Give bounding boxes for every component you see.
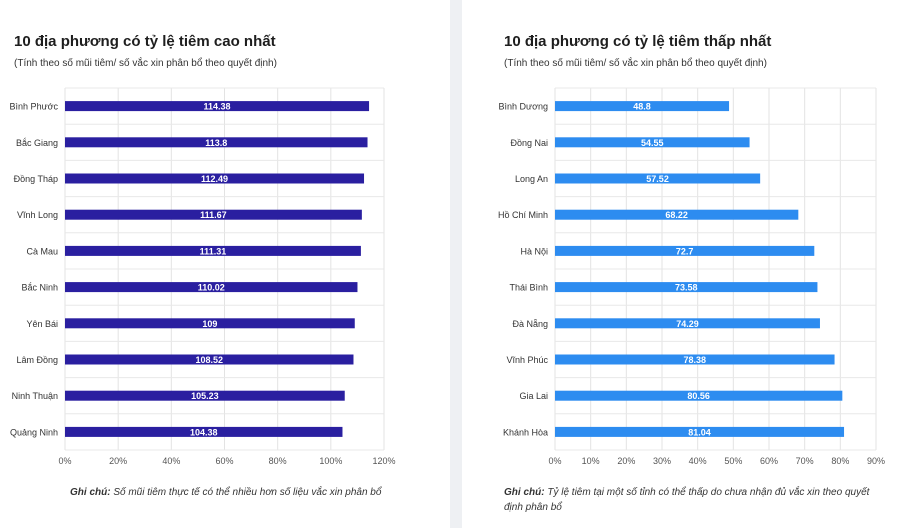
chart-title: 10 địa phương có tỷ lệ tiêm cao nhất	[14, 33, 276, 50]
bar-value-label: 57.52	[646, 174, 669, 184]
bar-value-label: 54.55	[641, 138, 664, 148]
bar-value-label: 73.58	[675, 283, 698, 293]
x-tick-label: 10%	[582, 456, 600, 466]
bar-value-label: 80.56	[687, 391, 710, 401]
category-label: Long An	[515, 174, 548, 184]
bar	[555, 209, 799, 220]
bar-chart-highest: 0% 20% 40% 60% 80% 100% 120% 114.38 Bình Phước 11…	[10, 87, 396, 466]
category-label: Hồ Chí Minh	[498, 210, 548, 220]
category-label: Ninh Thuận	[12, 391, 58, 401]
bar	[555, 245, 815, 256]
bar-value-label: 81.04	[688, 427, 711, 437]
bar-value-label: 68.22	[665, 210, 688, 220]
chart-note: Ghi chú: Số mũi tiêm thực tế có thể nhiề…	[70, 485, 440, 500]
note-text: Tỷ lệ tiêm tại một số tỉnh có thể thấp d…	[504, 487, 870, 513]
category-label: Bắc Ninh	[21, 283, 58, 293]
x-tick-label: 120%	[372, 456, 395, 466]
bar-value-label: 110.02	[198, 283, 225, 293]
x-tick-label: 0%	[548, 456, 561, 466]
chart-title: 10 địa phương có tỷ lệ tiêm thấp nhất	[504, 33, 772, 50]
bar-value-label: 105.23	[191, 391, 219, 401]
x-tick-label: 50%	[724, 456, 742, 466]
category-label: Bình Dương	[499, 102, 548, 112]
x-tick-label: 20%	[617, 456, 635, 466]
bar-value-label: 48.8	[633, 102, 651, 112]
x-tick-label: 60%	[760, 456, 778, 466]
bar-value-label: 114.38	[204, 102, 231, 112]
category-label: Yên Bái	[26, 319, 58, 329]
x-tick-label: 100%	[319, 456, 342, 466]
chart-note: Ghi chú: Tỷ lệ tiêm tại một số tỉnh có t…	[504, 485, 884, 515]
bar-value-label: 111.67	[200, 210, 227, 220]
bar	[65, 173, 365, 184]
bar-value-label: 109	[202, 319, 217, 329]
bar	[555, 137, 750, 148]
bar-value-label: 104.38	[190, 427, 218, 437]
bar-value-label: 108.52	[195, 355, 223, 365]
category-label: Gia Lai	[519, 391, 548, 401]
category-label: Đà Nẵng	[512, 319, 548, 329]
bar	[555, 390, 843, 401]
bar	[65, 318, 355, 329]
chart-subtitle: (Tính theo số mũi tiêm/ số vắc xin phân …	[14, 58, 277, 69]
x-tick-label: 60%	[215, 456, 233, 466]
bar	[555, 101, 730, 112]
category-label: Vĩnh Phúc	[506, 355, 548, 365]
bar	[65, 209, 362, 220]
bar	[65, 426, 343, 437]
bar-value-label: 112.49	[201, 174, 228, 184]
x-tick-label: 30%	[653, 456, 671, 466]
note-text: Số mũi tiêm thực tế có thể nhiều hơn số …	[113, 487, 382, 498]
bar-value-label: 113.8	[205, 138, 227, 148]
x-tick-label: 80%	[269, 456, 287, 466]
category-label: Thái Bình	[509, 283, 548, 293]
chart-subtitle: (Tính theo số mũi tiêm/ số vắc xin phân …	[504, 58, 767, 69]
bar	[65, 354, 354, 365]
chart-panel-lowest: 10 địa phương có tỷ lệ tiêm thấp nhất (T…	[462, 0, 900, 528]
x-tick-label: 0%	[58, 456, 71, 466]
x-tick-label: 40%	[689, 456, 707, 466]
bar	[65, 245, 361, 256]
bar	[65, 137, 368, 148]
bar	[65, 390, 345, 401]
category-label: Khánh Hòa	[503, 427, 548, 437]
chart-panel-highest: 10 địa phương có tỷ lệ tiêm cao nhất (Tí…	[0, 0, 450, 528]
bar-value-label: 111.31	[200, 246, 227, 256]
note-label: Ghi chú:	[70, 487, 111, 498]
category-label: Cà Mau	[26, 246, 58, 256]
category-label: Đồng Tháp	[14, 174, 58, 184]
x-tick-label: 90%	[867, 456, 885, 466]
category-label: Bình Phước	[10, 102, 59, 112]
category-label: Bắc Giang	[16, 138, 58, 148]
bar	[555, 173, 761, 184]
bar	[555, 354, 835, 365]
category-label: Hà Nội	[520, 246, 548, 256]
bar-value-label: 78.38	[684, 355, 707, 365]
bar-value-label: 74.29	[676, 319, 699, 329]
category-label: Lâm Đồng	[16, 355, 58, 365]
bar	[65, 101, 370, 112]
note-label: Ghi chú:	[504, 487, 545, 498]
x-tick-label: 20%	[109, 456, 127, 466]
bar-value-label: 72.7	[676, 246, 694, 256]
category-label: Vĩnh Long	[17, 210, 58, 220]
bar	[555, 318, 820, 329]
category-label: Đồng Nai	[510, 138, 548, 148]
x-tick-label: 80%	[831, 456, 849, 466]
x-tick-label: 70%	[796, 456, 814, 466]
bar	[555, 282, 818, 293]
x-tick-label: 40%	[162, 456, 180, 466]
bar	[65, 282, 358, 293]
bar	[555, 426, 845, 437]
bar-chart-lowest: 0% 10% 20% 30% 40% 50% 60% 70% 80% 90% 48.8 Bình Dư…	[498, 87, 885, 466]
category-label: Quảng Ninh	[10, 427, 58, 437]
